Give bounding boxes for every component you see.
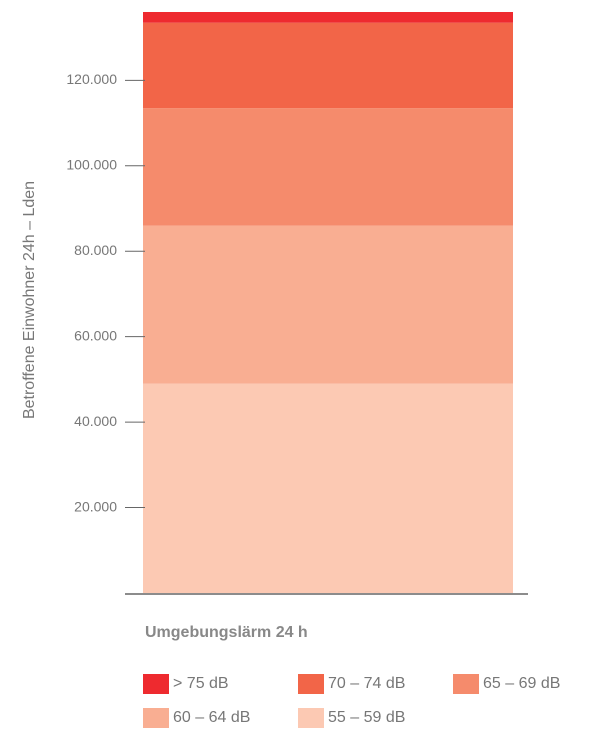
bar-segment: [143, 383, 513, 593]
bar-segment: [143, 22, 513, 109]
legend-label: > 75 dB: [173, 675, 229, 692]
y-tick-label: 100.000: [66, 156, 117, 172]
y-tick-label: 80.000: [74, 242, 117, 258]
y-tick-label: 60.000: [74, 327, 117, 343]
legend-swatch: [143, 708, 169, 728]
legend-swatch: [453, 674, 479, 694]
bar-segment: [143, 12, 513, 23]
legend-label: 65 – 69 dB: [483, 675, 560, 692]
legend-label: 55 – 59 dB: [328, 709, 405, 726]
legend-swatch: [298, 674, 324, 694]
bar-segment: [143, 108, 513, 226]
bar-segment: [143, 225, 513, 384]
y-axis-label: Betroffene Einwohner 24h – Lden: [21, 181, 38, 419]
y-tick-label: 40.000: [74, 413, 117, 429]
legend-swatch: [298, 708, 324, 728]
y-tick-label: 120.000: [66, 71, 117, 87]
category-label: Umgebungslärm 24 h: [145, 624, 308, 641]
legend-label: 60 – 64 dB: [173, 709, 250, 726]
legend-swatch: [143, 674, 169, 694]
legend-label: 70 – 74 dB: [328, 675, 405, 692]
y-tick-label: 20.000: [74, 498, 117, 514]
